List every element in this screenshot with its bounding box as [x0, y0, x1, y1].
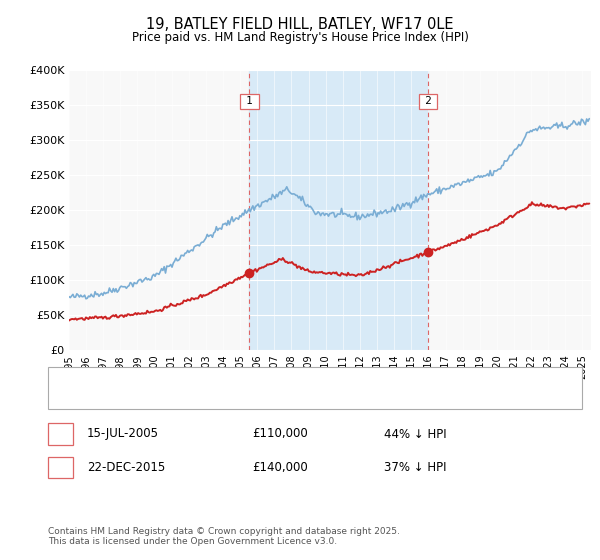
- Text: 15-JUL-2005: 15-JUL-2005: [87, 427, 159, 441]
- Text: 37% ↓ HPI: 37% ↓ HPI: [384, 461, 446, 474]
- Text: 19, BATLEY FIELD HILL, BATLEY, WF17 0LE: 19, BATLEY FIELD HILL, BATLEY, WF17 0LE: [146, 17, 454, 32]
- Text: Price paid vs. HM Land Registry's House Price Index (HPI): Price paid vs. HM Land Registry's House …: [131, 31, 469, 44]
- Text: 2: 2: [57, 461, 64, 474]
- Bar: [250, 70, 428, 350]
- Text: £110,000: £110,000: [252, 427, 308, 441]
- Text: 19, BATLEY FIELD HILL, BATLEY, WF17 0LE (detached house): 19, BATLEY FIELD HILL, BATLEY, WF17 0LE …: [81, 374, 395, 384]
- Text: 2: 2: [422, 96, 434, 106]
- Text: Contains HM Land Registry data © Crown copyright and database right 2025.
This d: Contains HM Land Registry data © Crown c…: [48, 526, 400, 546]
- Text: —: —: [57, 390, 73, 404]
- Text: 1: 1: [57, 427, 64, 441]
- Text: —: —: [57, 371, 73, 386]
- Text: 1: 1: [243, 96, 256, 106]
- Text: HPI: Average price, detached house, Kirklees: HPI: Average price, detached house, Kirk…: [81, 392, 316, 402]
- Text: 44% ↓ HPI: 44% ↓ HPI: [384, 427, 446, 441]
- Text: 22-DEC-2015: 22-DEC-2015: [87, 461, 165, 474]
- Text: £140,000: £140,000: [252, 461, 308, 474]
